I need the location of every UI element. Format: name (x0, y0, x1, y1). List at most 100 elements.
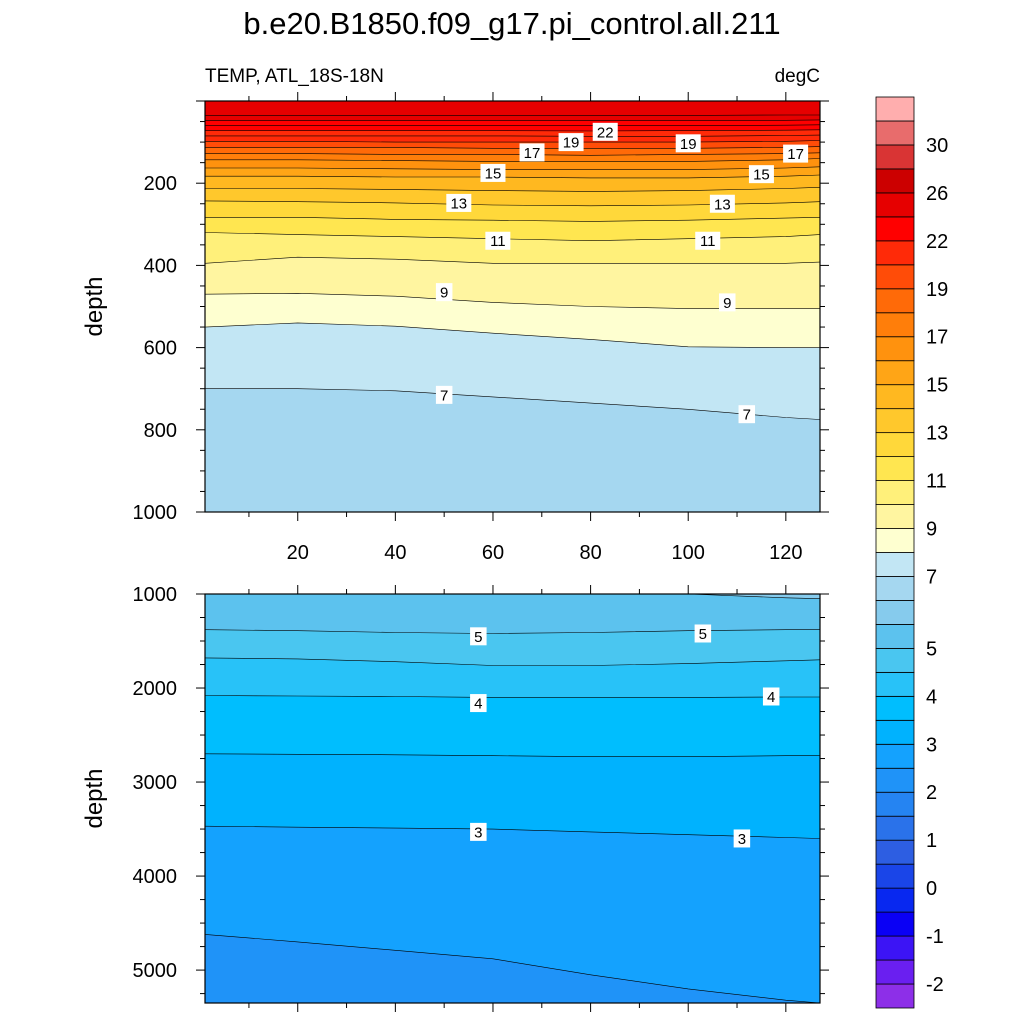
contour-label-box (592, 122, 618, 141)
contour-label-box (470, 627, 487, 646)
colorbar-swatch (875, 767, 915, 793)
contour-label-box (748, 165, 774, 184)
contour-label-text: 3 (738, 831, 746, 848)
contour-label-text: 7 (743, 407, 751, 424)
lower-contour-line-5.5 (205, 594, 820, 599)
y-axis-label: depth (81, 768, 108, 828)
y-tick-label: 5000 (133, 960, 178, 982)
upper-contour-line-10 (205, 256, 820, 264)
colorbar-label: -1 (926, 926, 944, 948)
colorbar-swatch (875, 264, 915, 290)
upper-contour-line-9 (205, 292, 820, 309)
colorbar-swatch (875, 743, 915, 769)
upper-contour-line-20 (205, 140, 820, 143)
upper-contour-label: 13 (709, 194, 735, 213)
contour-label-text: 19 (680, 136, 697, 153)
lower-contour-line-3.5 (205, 753, 820, 757)
upper-contour-line-12 (205, 217, 820, 222)
colorbar-swatch (875, 528, 915, 553)
upper-contour-label: 19 (675, 134, 701, 153)
upper-contour-line-21 (205, 134, 820, 137)
colorbar-label: 7 (926, 566, 937, 588)
colorbar-swatch (875, 911, 915, 937)
contour-label-box (470, 822, 487, 841)
x-tick-label: 20 (287, 542, 309, 564)
contour-label-box (738, 405, 756, 424)
contour-label-box (446, 193, 472, 212)
contour-label-box (470, 694, 487, 713)
upper-contour-line-11 (205, 232, 820, 242)
lower-frame (204, 593, 821, 1004)
lower-contour-label: 3 (733, 829, 751, 848)
contour-label-box (435, 283, 453, 302)
colorbar-label: 17 (926, 327, 948, 349)
colorbar-swatch (875, 815, 915, 841)
colorbar-swatch (875, 959, 915, 985)
colorbar-swatch (875, 983, 915, 1009)
variable-label: TEMP, ATL_18S-18N (205, 66, 384, 87)
lower-contour-line-2.5 (205, 934, 820, 1003)
upper-contour-label: 17 (783, 144, 809, 163)
upper-contour-line-14 (205, 187, 820, 192)
colorbar-swatch (875, 168, 915, 194)
colorbar-swatch (875, 336, 915, 362)
colorbar-swatch (875, 288, 915, 314)
contour-label-text: 3 (474, 824, 482, 841)
lower-contour-line-5 (205, 629, 820, 634)
x-tick-label: 100 (672, 542, 705, 564)
colorbar-label: 2 (926, 782, 937, 804)
upper-band-25 (205, 101, 820, 116)
colorbar-swatch (875, 624, 915, 649)
contour-label-box (783, 144, 809, 163)
contour-label-text: 22 (597, 124, 614, 141)
colorbar-swatch (875, 576, 915, 601)
contour-label-text: 7 (440, 387, 448, 404)
contour-label-text: 4 (767, 689, 775, 706)
y-tick-label: 800 (144, 420, 177, 442)
y-tick-label: 2000 (133, 678, 178, 700)
colorbar-swatch (875, 432, 915, 458)
colorbar-swatch (875, 456, 915, 481)
upper-contour-line-23 (205, 124, 820, 126)
colorbar-swatch (875, 647, 915, 673)
contour-label-text: 11 (490, 233, 506, 250)
colorbar-label: 13 (926, 423, 948, 445)
contour-label-text: 5 (699, 626, 707, 643)
figure-title: b.e20.B1850.f09_g17.pi_control.all.211 (243, 6, 780, 41)
contour-label-box (695, 231, 721, 250)
units-label: degC (775, 66, 820, 87)
y-tick-label: 1000 (133, 584, 178, 606)
contour-label-box (709, 194, 735, 213)
y-tick-label: 1000 (133, 502, 178, 524)
lower-contour-label: 4 (762, 687, 780, 706)
contour-label-text: 17 (524, 145, 541, 162)
colorbar-swatch (875, 216, 915, 242)
contour-label-box (733, 829, 751, 848)
colorbar-label: 4 (926, 686, 937, 708)
colorbar-swatch (875, 719, 915, 745)
colorbar-label: 30 (926, 135, 948, 157)
colorbar-swatch (875, 312, 915, 338)
contour-label-text: 4 (474, 696, 482, 713)
colorbar-swatch (875, 600, 915, 625)
colorbar: -2 -1 0 1 2 3 4 5 7 9 11 13 15 17 19 22 26 30 (875, 96, 948, 1009)
contour-label-text: 15 (753, 167, 770, 184)
upper-contour-line-17 (205, 158, 820, 162)
colorbar-swatch (875, 791, 915, 817)
upper-contour-label: 7 (738, 405, 756, 424)
contour-label-box (435, 385, 453, 404)
upper-contour-label: 22 (592, 122, 618, 141)
contour-label-box (762, 687, 780, 706)
colorbar-label: -2 (926, 974, 944, 996)
colorbar-swatch (875, 552, 915, 577)
contour-label-text: 9 (440, 285, 448, 302)
colorbar-swatch (875, 695, 915, 721)
colorbar-swatch (875, 120, 915, 146)
colorbar-label: 9 (926, 519, 937, 541)
colorbar-swatch (875, 408, 915, 434)
colorbar-label: 22 (926, 231, 948, 253)
colorbar-swatch (875, 504, 915, 529)
colorbar-label: 0 (926, 878, 937, 900)
contour-label-box (675, 134, 701, 153)
contour-label-text: 19 (563, 135, 580, 152)
